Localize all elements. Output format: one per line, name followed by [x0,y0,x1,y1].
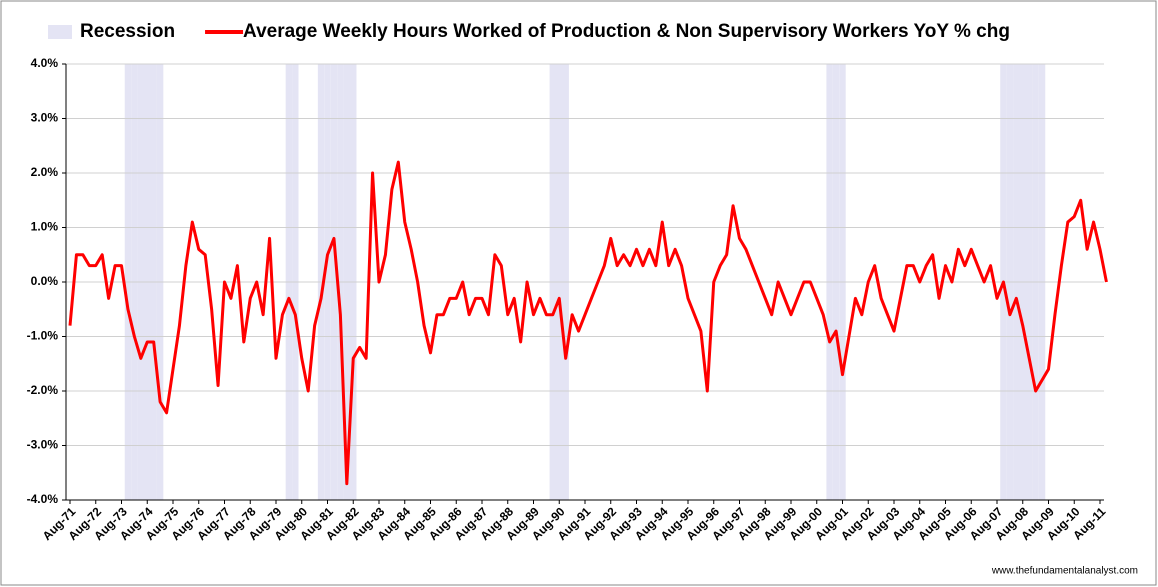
legend-label: Recession [80,21,175,42]
y-tick-label: -4.0% [27,492,59,506]
y-tick-label: 4.0% [31,56,59,70]
y-tick-label: 3.0% [31,111,59,125]
y-tick-label: -1.0% [27,329,59,343]
y-tick-label: -2.0% [27,383,59,397]
legend-label: Average Weekly Hours Worked of Productio… [243,21,1010,42]
y-tick-label: 1.0% [31,220,59,234]
y-tick-label: 0.0% [31,274,59,288]
data-line [68,160,1108,486]
source: www.thefundamentalanalyst.com [991,566,1138,577]
y-tick-label: -3.0% [27,438,59,452]
legend-swatch [48,25,72,39]
y-tick-label: 2.0% [31,165,59,179]
